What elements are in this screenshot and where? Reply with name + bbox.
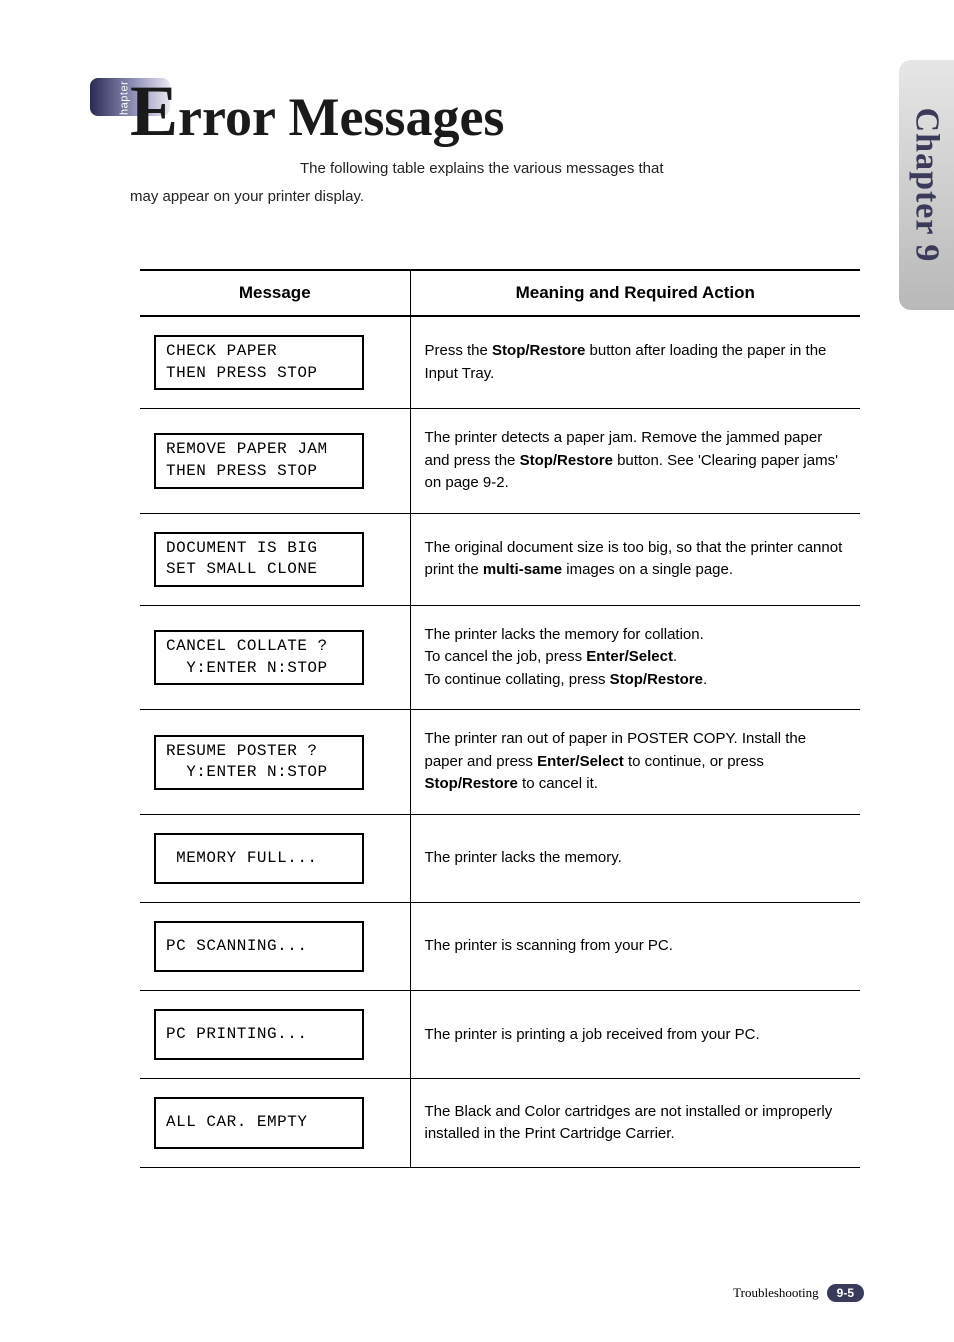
meaning-cell: Press the Stop/Restore button after load… (410, 316, 860, 409)
message-cell: DOCUMENT IS BIG SET SMALL CLONE (140, 513, 410, 605)
table-row: REMOVE PAPER JAM THEN PRESS STOP The prin… (140, 409, 860, 514)
meaning-cell: The printer ran out of paper in POSTER C… (410, 710, 860, 815)
title-rest: rror Messages (178, 87, 504, 147)
lcd-display: CANCEL COLLATE ? Y:ENTER N:STOP (154, 630, 364, 685)
title-dropcap: E (130, 71, 178, 151)
lcd-display: ALL CAR. EMPTY (154, 1097, 364, 1148)
meaning-cell: The printer lacks the memory. (410, 814, 860, 902)
meaning-cell: The printer detects a paper jam. Remove … (410, 409, 860, 514)
table-row: RESUME POSTER ? Y:ENTER N:STOP The printe… (140, 710, 860, 815)
col-header-meaning: Meaning and Required Action (410, 270, 860, 316)
message-cell: RESUME POSTER ? Y:ENTER N:STOP (140, 710, 410, 815)
lcd-display: DOCUMENT IS BIG SET SMALL CLONE (154, 532, 364, 587)
message-cell: MEMORY FULL... (140, 814, 410, 902)
col-header-message: Message (140, 270, 410, 316)
lcd-display: CHECK PAPER THEN PRESS STOP (154, 335, 364, 390)
message-cell: CHECK PAPER THEN PRESS STOP (140, 316, 410, 409)
intro-line2: may appear on your printer display. (130, 185, 864, 209)
message-cell: CANCEL COLLATE ? Y:ENTER N:STOP (140, 605, 410, 710)
lcd-display: RESUME POSTER ? Y:ENTER N:STOP (154, 735, 364, 790)
page-footer: Troubleshooting 9-5 (733, 1284, 864, 1302)
table-row: DOCUMENT IS BIG SET SMALL CLONE The origi… (140, 513, 860, 605)
messages-table: Message Meaning and Required Action CHEC… (140, 269, 860, 1168)
intro-line1: The following table explains the various… (130, 157, 864, 181)
meaning-cell: The original document size is too big, s… (410, 513, 860, 605)
lcd-display: MEMORY FULL... (154, 833, 364, 884)
footer-section: Troubleshooting (733, 1285, 818, 1301)
table-row: ALL CAR. EMPTY The Black and Color cartri… (140, 1079, 860, 1167)
footer-page-number: 9-5 (827, 1284, 864, 1302)
message-cell: ALL CAR. EMPTY (140, 1079, 410, 1167)
side-chapter-tab: Chapter 9 (899, 60, 954, 310)
side-chapter-label: Chapter 9 (908, 108, 946, 263)
message-cell: PC PRINTING... (140, 991, 410, 1079)
message-cell: REMOVE PAPER JAM THEN PRESS STOP (140, 409, 410, 514)
page-title: Error Messages (130, 70, 864, 153)
meaning-cell: The Black and Color cartridges are not i… (410, 1079, 860, 1167)
chapter-pill-label: Chapter 9 (118, 71, 130, 124)
meaning-cell: The printer is scanning from your PC. (410, 903, 860, 991)
lcd-display: PC PRINTING... (154, 1009, 364, 1060)
lcd-display: REMOVE PAPER JAM THEN PRESS STOP (154, 433, 364, 488)
table-row: PC PRINTING... The printer is printing a … (140, 991, 860, 1079)
message-cell: PC SCANNING... (140, 903, 410, 991)
table-row: PC SCANNING... The printer is scanning fr… (140, 903, 860, 991)
heading-block: Chapter 9 Error Messages The following t… (130, 70, 864, 209)
meaning-cell: The printer lacks the memory for collati… (410, 605, 860, 710)
table-row: MEMORY FULL... The printer lacks the memo… (140, 814, 860, 902)
table-row: CHECK PAPER THEN PRESS STOP Press the Sto… (140, 316, 860, 409)
lcd-display: PC SCANNING... (154, 921, 364, 972)
meaning-cell: The printer is printing a job received f… (410, 991, 860, 1079)
table-row: CANCEL COLLATE ? Y:ENTER N:STOP The print… (140, 605, 860, 710)
